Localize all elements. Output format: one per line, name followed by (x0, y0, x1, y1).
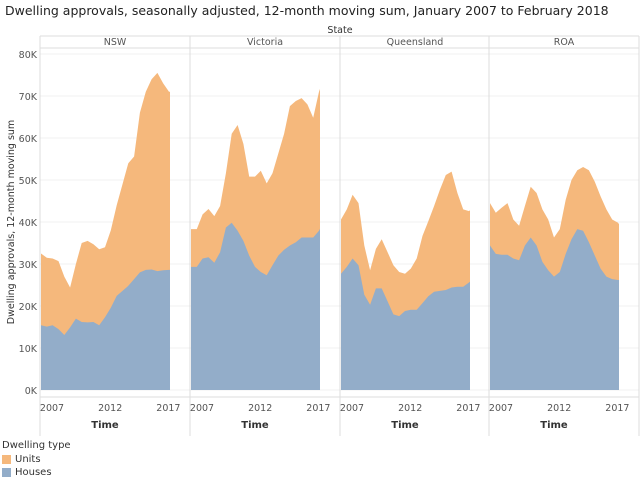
houses-area-roa (490, 229, 619, 390)
x-tick-label: 2017 (306, 403, 330, 414)
x-tick-label: 2012 (398, 403, 422, 414)
x-tick-label: 2012 (248, 403, 272, 414)
panel-title: Queensland (387, 37, 444, 48)
y-tick-label: 30K (19, 260, 38, 271)
houses-area-victoria (191, 222, 320, 390)
legend: Dwelling type Units Houses (2, 440, 71, 479)
y-tick-label: 80K (19, 50, 38, 61)
x-tick-label: 2007 (489, 403, 513, 414)
y-axis-label: Dwelling approvals, 12-month moving sum (6, 120, 17, 324)
panel-title: Victoria (247, 37, 283, 48)
facet-label: State (327, 25, 352, 36)
x-axis-label: Time (91, 420, 119, 431)
y-tick-label: 10K (19, 344, 38, 355)
x-tick-label: 2012 (547, 403, 571, 414)
y-tick-label: 40K (19, 218, 38, 229)
y-tick-label: 0K (25, 386, 38, 397)
x-tick-label: 2017 (456, 403, 480, 414)
legend-item-units[interactable]: Units (2, 453, 71, 466)
legend-title: Dwelling type (2, 440, 71, 451)
houses-area-queensland (341, 258, 470, 390)
houses-area-nsw (41, 269, 170, 390)
x-tick-label: 2017 (605, 403, 629, 414)
houses-swatch (2, 468, 11, 477)
x-tick-label: 2007 (340, 403, 364, 414)
x-tick-label: 2012 (98, 403, 122, 414)
units-swatch (2, 455, 11, 464)
panel-title: ROA (554, 37, 575, 48)
x-axis-label: Time (241, 420, 269, 431)
x-tick-label: 2007 (40, 403, 64, 414)
legend-label-units: Units (15, 454, 41, 465)
y-tick-label: 60K (19, 134, 38, 145)
x-tick-label: 2017 (156, 403, 180, 414)
legend-item-houses[interactable]: Houses (2, 466, 71, 479)
x-tick-label: 2007 (190, 403, 214, 414)
legend-label-houses: Houses (15, 467, 52, 478)
y-tick-label: 50K (19, 176, 38, 187)
y-tick-label: 70K (19, 92, 38, 103)
x-axis-label: Time (540, 420, 568, 431)
y-tick-label: 20K (19, 302, 38, 313)
x-axis-label: Time (391, 420, 419, 431)
chart-title: Dwelling approvals, seasonally adjusted,… (5, 3, 609, 18)
panel-title: NSW (104, 37, 127, 48)
